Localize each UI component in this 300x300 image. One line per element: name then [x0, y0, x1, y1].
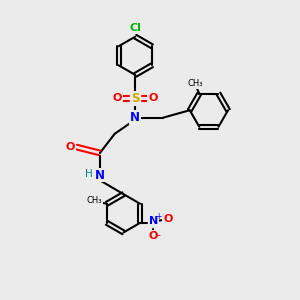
Text: O: O [148, 94, 158, 103]
Text: S: S [131, 92, 140, 105]
Text: Cl: Cl [129, 23, 141, 33]
Text: O: O [164, 214, 173, 224]
Text: O: O [66, 142, 75, 152]
Text: N: N [149, 216, 158, 226]
Text: H: H [85, 169, 93, 178]
Text: N: N [130, 111, 140, 124]
Text: -: - [157, 230, 160, 240]
Text: +: + [155, 212, 162, 221]
Text: N: N [95, 169, 105, 182]
Text: CH₃: CH₃ [187, 79, 203, 88]
Text: O: O [148, 231, 158, 241]
Text: O: O [113, 94, 122, 103]
Text: CH₃: CH₃ [87, 196, 102, 205]
